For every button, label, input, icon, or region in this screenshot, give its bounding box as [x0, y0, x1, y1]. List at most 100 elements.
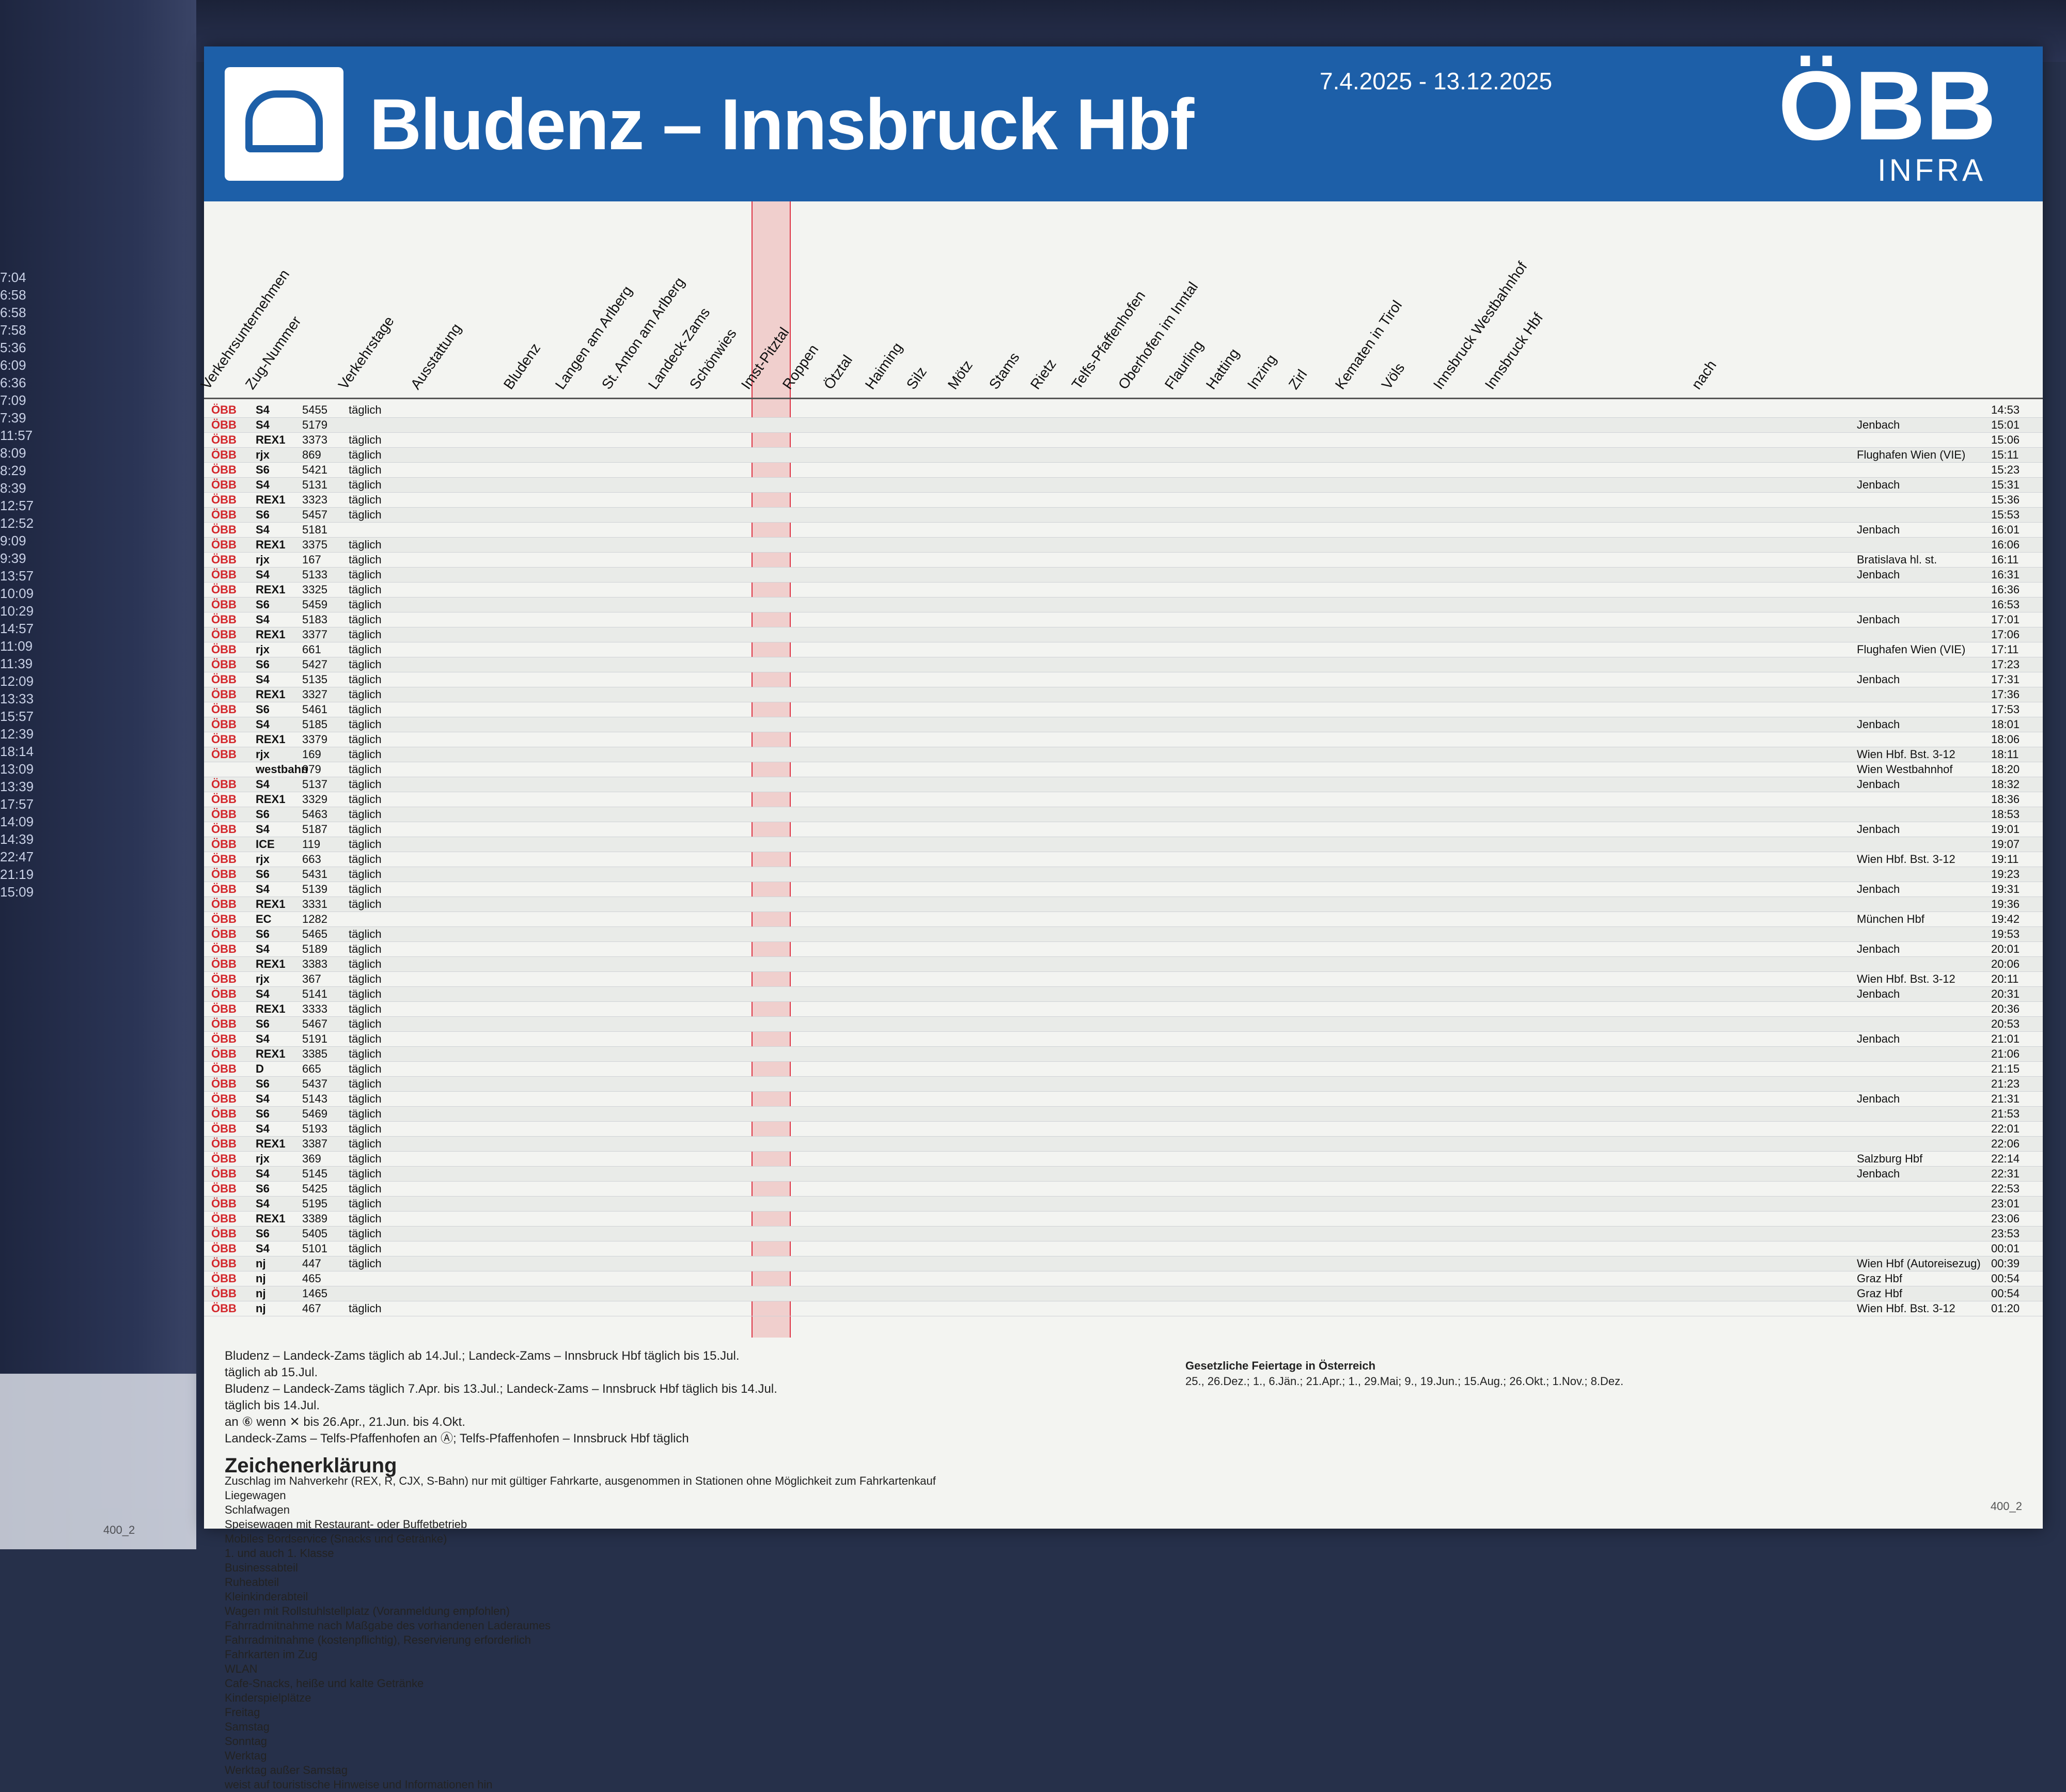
- cell-arr: 19:31: [1991, 883, 2020, 895]
- cell-dest: Graz Hbf: [1857, 1287, 1903, 1300]
- cell-dest: Jenbach: [1857, 613, 1900, 626]
- cell-nr: 5195: [302, 1197, 327, 1210]
- cell-nr: 3377: [302, 628, 327, 641]
- column-header: Völs: [1378, 360, 1408, 392]
- cell-days: täglich: [349, 1197, 382, 1210]
- cell-dest: Wien Hbf. Bst. 3-12: [1857, 853, 1955, 866]
- table-row: ÖBB rjx 663 täglich Wien Hbf. Bst. 3-12 19:11: [204, 852, 2043, 867]
- legend-item: Schlafwagen: [225, 1503, 290, 1516]
- legend-item: Businessabteil: [225, 1561, 298, 1574]
- legend-item: Werktag außer Samstag: [225, 1764, 348, 1777]
- cell-nr: 5467: [302, 1017, 327, 1030]
- cell-arr: 16:11: [1991, 553, 2019, 566]
- cell-nr: 5139: [302, 883, 327, 895]
- cell-dest: Wien Hbf. Bst. 3-12: [1857, 1302, 1955, 1315]
- cell-type: S6: [256, 598, 270, 611]
- table-row: ÖBB S6 5421 täglich 15:23: [204, 463, 2043, 478]
- table-row: ÖBB S4 5133 täglich Jenbach 16:31: [204, 568, 2043, 583]
- cell-op: ÖBB: [211, 853, 237, 866]
- cell-type: REX1: [256, 538, 286, 551]
- cell-arr: 21:53: [1991, 1107, 2020, 1120]
- column-header: Inzing: [1244, 351, 1280, 392]
- legend-item: Liegewagen: [225, 1489, 286, 1502]
- cell-type: nj: [256, 1287, 266, 1300]
- adjacent-time: 9:09: [0, 533, 26, 548]
- cell-days: täglich: [349, 1107, 382, 1120]
- cell-op: ÖBB: [211, 942, 237, 955]
- cell-nr: 5461: [302, 703, 327, 716]
- cell-op: ÖBB: [211, 568, 237, 581]
- cell-op: ÖBB: [211, 1197, 237, 1210]
- cell-nr: 369: [302, 1152, 321, 1165]
- cell-op: ÖBB: [211, 838, 237, 851]
- cell-op: ÖBB: [211, 1092, 237, 1105]
- cell-type: S4: [256, 613, 270, 626]
- table-row: ÖBB S4 5193 täglich 22:01: [204, 1122, 2043, 1137]
- cell-arr: 17:06: [1991, 628, 2020, 641]
- table-row: ÖBB EC 1282 München Hbf 19:42: [204, 912, 2043, 927]
- cell-op: ÖBB: [211, 1152, 237, 1165]
- table-row: ÖBB S4 5131 täglich Jenbach 15:31: [204, 478, 2043, 493]
- cell-nr: 5465: [302, 928, 327, 940]
- table-row: ÖBB ICE 119 täglich 19:07: [204, 837, 2043, 852]
- cell-nr: 5425: [302, 1182, 327, 1195]
- cell-dest: Wien Westbahnhof: [1857, 763, 1953, 776]
- cell-type: rjx: [256, 553, 270, 566]
- column-header: Verkehrsunternehmen: [197, 266, 293, 392]
- cell-type: REX1: [256, 688, 286, 701]
- cell-dest: Jenbach: [1857, 1092, 1900, 1105]
- cell-type: S4: [256, 1032, 270, 1045]
- adjacent-time: 7:04: [0, 270, 26, 285]
- cell-arr: 18:32: [1991, 778, 2020, 791]
- adjacent-time: 15:09: [0, 884, 34, 900]
- column-header: Roppen: [779, 341, 822, 392]
- cell-days: täglich: [349, 808, 382, 821]
- cell-arr: 20:31: [1991, 987, 2020, 1000]
- table-row: ÖBB S6 5437 täglich 21:23: [204, 1077, 2043, 1092]
- cell-type: REX1: [256, 1047, 286, 1060]
- cell-nr: 5187: [302, 823, 327, 836]
- table-row: ÖBB nj 1465 Graz Hbf 00:54: [204, 1286, 2043, 1301]
- cell-days: täglich: [349, 1257, 382, 1270]
- column-headers: Verkehrsunternehmen Zug-Nummer Verkehrstag…: [198, 201, 2043, 399]
- cell-dest: Jenbach: [1857, 1167, 1900, 1180]
- cell-nr: 5405: [302, 1227, 327, 1240]
- column-header: Haiming: [862, 339, 906, 392]
- cell-arr: 15:36: [1991, 493, 2020, 506]
- cell-days: täglich: [349, 868, 382, 881]
- cell-days: täglich: [349, 433, 382, 446]
- adjacent-time: 9:39: [0, 551, 26, 566]
- cell-nr: 3385: [302, 1047, 327, 1060]
- cell-type: nj: [256, 1302, 266, 1315]
- legend-item: Sonntag: [225, 1735, 267, 1748]
- cell-type: westbahn: [256, 763, 308, 776]
- legend-title: Zeichenerklärung: [225, 1454, 397, 1477]
- cell-nr: 3379: [302, 733, 327, 746]
- cell-arr: 18:11: [1991, 748, 2019, 761]
- cell-nr: 447: [302, 1257, 321, 1270]
- cell-nr: 119: [302, 838, 321, 851]
- cell-nr: 663: [302, 853, 321, 866]
- oebb-infra-label: INFRA: [1877, 153, 1986, 187]
- cell-days: täglich: [349, 613, 382, 626]
- cell-days: täglich: [349, 1017, 382, 1030]
- cell-op: ÖBB: [211, 928, 237, 940]
- cell-op: ÖBB: [211, 1047, 237, 1060]
- adjacent-time: 7:39: [0, 410, 26, 426]
- poster-header: Bludenz – Innsbruck Hbf 7.4.2025 - 13.12…: [204, 46, 2043, 201]
- cell-arr: 18:06: [1991, 733, 2020, 746]
- adjacent-time: 8:29: [0, 463, 26, 478]
- cell-days: täglich: [349, 553, 382, 566]
- cell-nr: 167: [302, 553, 321, 566]
- cell-nr: 5469: [302, 1107, 327, 1120]
- cell-nr: 465: [302, 1272, 321, 1285]
- legend-item: 1. und auch 1. Klasse: [225, 1547, 334, 1560]
- cell-op: ÖBB: [211, 987, 237, 1000]
- table-row: ÖBB rjx 869 täglich Flughafen Wien (VIE) 15:1…: [204, 448, 2043, 463]
- table-row: ÖBB S4 5139 täglich Jenbach 19:31: [204, 882, 2043, 897]
- page-title: Bludenz – Innsbruck Hbf: [369, 84, 1194, 165]
- cell-type: S6: [256, 808, 270, 821]
- table-row: ÖBB S4 5179 Jenbach 15:01: [204, 418, 2043, 433]
- adjacent-time: 10:29: [0, 603, 34, 619]
- cell-arr: 19:42: [1991, 913, 2020, 925]
